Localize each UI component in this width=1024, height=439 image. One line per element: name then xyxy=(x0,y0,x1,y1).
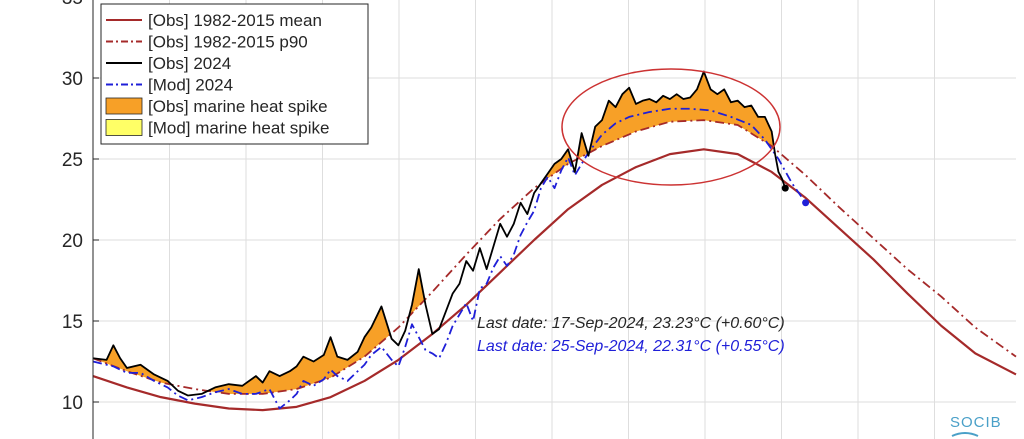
series-obs-p90-line xyxy=(92,119,1017,395)
series-obs-mean-line xyxy=(92,148,1017,412)
socib-logo-text: SOCIB xyxy=(950,414,1002,431)
legend-label: [Mod] 2024 xyxy=(148,76,233,95)
legend-swatch xyxy=(105,97,143,115)
y-tick-label: 20 xyxy=(62,231,83,252)
legend-item: [Obs] 1982-2015 mean xyxy=(106,11,322,30)
annotation-obs-last-date: Last date: 17-Sep-2024, 23.23°C (+0.60°C… xyxy=(477,315,785,332)
obs-last-point xyxy=(781,184,789,192)
y-tick-label: 25 xyxy=(62,150,83,171)
legend-item: [Mod] 2024 xyxy=(106,76,233,95)
legend-item: [Obs] 1982-2015 p90 xyxy=(106,33,308,52)
series-mod-2024-line xyxy=(92,107,807,410)
legend-label: [Obs] 1982-2015 mean xyxy=(148,11,322,30)
y-tick-label: 15 xyxy=(62,312,83,333)
annotation-mod-last-date: Last date: 25-Sep-2024, 22.31°C (+0.55°C… xyxy=(477,338,785,355)
legend-label: [Mod] marine heat spike xyxy=(148,119,329,138)
legend: [Obs] 1982-2015 mean [Obs] 1982-2015 p90 [… xyxy=(100,3,369,145)
socib-wave-icon xyxy=(951,432,979,437)
y-tick-label: 35 xyxy=(62,0,83,9)
legend-item: [Obs] marine heat spike xyxy=(105,97,328,116)
obs-heat-spike-area xyxy=(542,149,572,183)
legend-swatch xyxy=(105,119,143,136)
y-axis: 10 15 20 25 30 35 xyxy=(62,0,99,439)
obs-heat-spike-area xyxy=(590,71,774,153)
series-lines xyxy=(92,70,1017,412)
legend-label: [Obs] 2024 xyxy=(148,54,231,73)
legend-box xyxy=(100,3,369,145)
y-tick-label: 30 xyxy=(62,69,83,90)
legend-label: [Obs] marine heat spike xyxy=(148,97,328,116)
obs-heat-spike-area xyxy=(94,345,172,385)
socib-logo: SOCIB xyxy=(950,414,1002,437)
obs-heat-spike-area xyxy=(578,133,587,159)
legend-item: [Obs] 2024 xyxy=(106,54,231,73)
legend-label: [Obs] 1982-2015 p90 xyxy=(148,33,308,52)
mod-last-point xyxy=(802,199,810,207)
highlight-circle xyxy=(561,68,781,186)
series-obs-2024-line xyxy=(92,70,787,397)
legend-item: [Mod] marine heat spike xyxy=(105,119,329,138)
y-tick-label: 10 xyxy=(62,393,83,414)
